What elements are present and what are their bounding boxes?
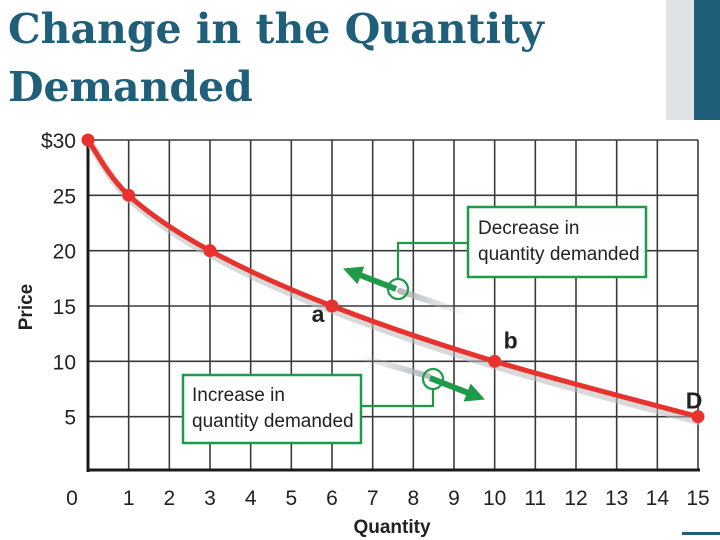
increase-leader-line [362,389,435,408]
footer-accent-line [682,532,720,535]
point-label-a: a [312,301,325,327]
demand-curve-line [85,137,701,420]
x-tick-label: 8 [407,487,419,510]
decrease-motion-trail [397,288,471,317]
data-point-4 [488,354,502,368]
tick-labels: 0 1 2 3 4 5 6 7 8 9 10 11 12 13 14 15510152025$30Quanti… [16,130,710,538]
slide-title-line-2: Demanded [8,63,253,111]
y-tick-label: $30 [41,130,76,153]
title-band-dark [694,0,720,120]
x-tick-label: 13 [605,487,628,510]
x-tick-label: 14 [646,487,670,510]
y-tick-label: 25 [53,185,76,208]
x-tick-label: 0 [66,487,78,510]
data-point-5 [691,410,705,424]
decrease-box [466,205,648,279]
x-tick-label: 10 [483,487,506,510]
y-tick-label: 15 [53,296,76,319]
increase-motion-trail [354,353,431,379]
data-point-3 [325,299,339,313]
x-tick-label: 15 [686,487,709,510]
increase-arrow [428,375,485,402]
point-label-D: D [686,388,703,414]
y-axis-title: Price [16,284,37,330]
x-axis-title: Quantity [353,517,430,538]
x-tick-label: 2 [163,487,175,510]
annotations: Decrease in quantity demanded Increase in q… [181,205,648,445]
demand-curve [81,133,705,426]
increase-text-line-1: Increase in [192,385,285,406]
axes [86,138,700,472]
point-label-b: b [504,327,518,353]
x-tick-label: 1 [123,487,135,510]
x-tick-label: 9 [448,487,460,510]
x-tick-label: 11 [524,487,546,510]
slide-title-line-1: Change in the Quantity [8,5,544,53]
decrease-text-line-1: Decrease in [478,218,579,239]
y-tick-label: 10 [53,351,76,374]
decrease-text-line-2: quantity demanded [478,244,640,265]
x-tick-label: 3 [204,487,216,510]
slide-title: Change in the Quantity Demanded [8,0,658,116]
x-tick-label: 5 [285,487,297,510]
x-tick-label: 6 [326,487,338,510]
data-point-0 [81,133,95,147]
increase-text-line-2: quantity demanded [192,411,354,432]
increase-box [181,373,363,445]
decrease-leader-line [396,241,468,279]
x-tick-label: 7 [367,487,379,510]
y-tick-label: 20 [53,241,76,264]
data-point-2 [203,244,217,258]
y-tick-label: 5 [64,407,76,430]
x-tick-label: 12 [564,487,587,510]
x-tick-label: 4 [245,487,257,510]
data-point-1 [122,188,136,202]
grid [88,139,699,470]
title-band-light [666,0,694,120]
